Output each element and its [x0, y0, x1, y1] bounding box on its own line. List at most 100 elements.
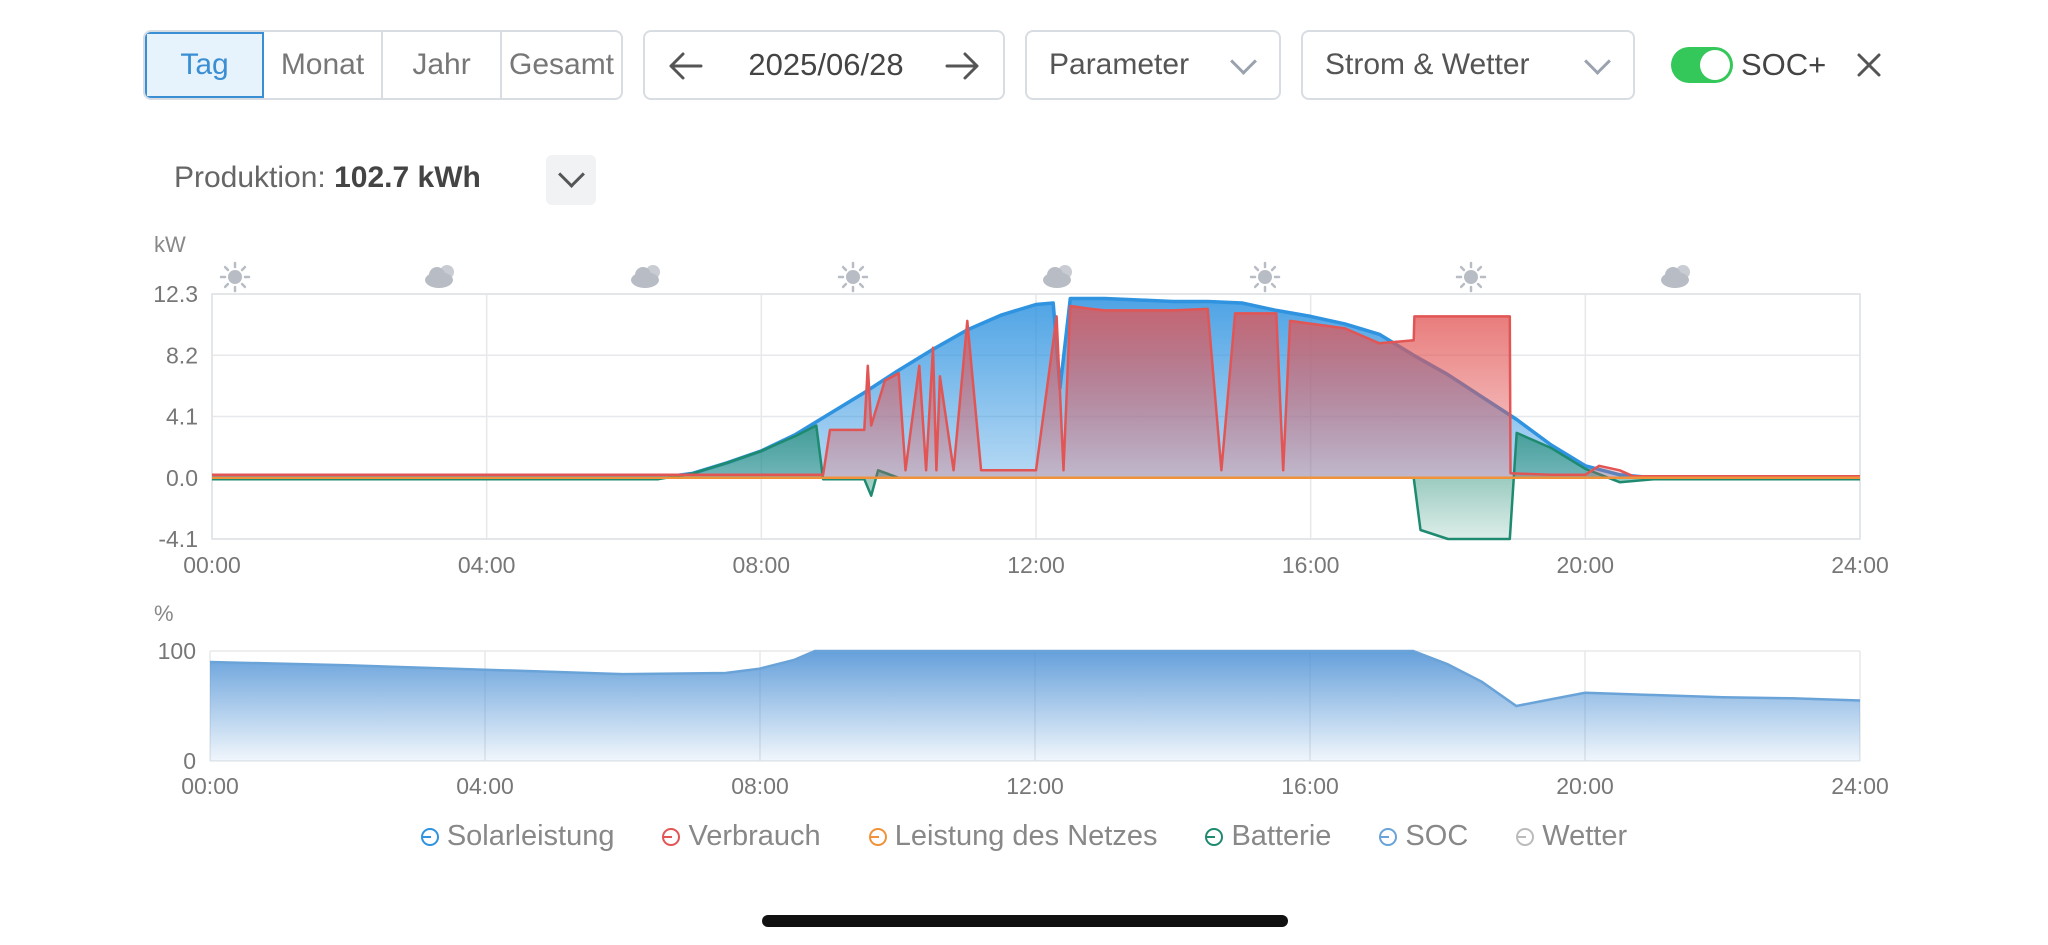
legend-marker-icon [868, 827, 887, 846]
x-tick-label: 20:00 [1556, 773, 1614, 799]
y-tick-label: 4.1 [166, 404, 198, 430]
cloud-shape [429, 267, 445, 283]
legend-label: Wetter [1542, 820, 1628, 852]
sun-core [1464, 270, 1478, 284]
sun-ray [223, 265, 230, 272]
sun-ray [1476, 282, 1483, 289]
chart-legend: Solarleistung Verbrauch Leistung des Net… [0, 820, 2048, 853]
y-tick-label: 100 [158, 638, 196, 664]
legend-item-battery[interactable]: Batterie [1205, 820, 1331, 853]
parameter-select-value: Parameter [1049, 48, 1190, 81]
sun-ray [1459, 282, 1466, 289]
production-expand-button[interactable] [546, 155, 596, 205]
view-select-value: Strom & Wetter [1325, 48, 1530, 81]
x-tick-label: 00:00 [181, 773, 239, 799]
cloud-shape [1047, 267, 1063, 283]
production-summary: Produktion: 102.7 kWh [174, 161, 481, 195]
y-unit-label: % [154, 601, 174, 626]
sun-ray [1459, 265, 1466, 272]
y-tick-label: -4.1 [158, 526, 198, 552]
soc-toggle[interactable] [1671, 47, 1733, 83]
parameter-select[interactable]: Parameter [1025, 30, 1281, 100]
period-selector: Tag Monat Jahr Gesamt [143, 30, 623, 100]
sun-core [228, 270, 242, 284]
x-tick-label: 08:00 [733, 552, 791, 578]
soc-toggle-label: SOC+ [1741, 47, 1827, 82]
sun-ray [858, 265, 865, 272]
sun-ray [1476, 265, 1483, 272]
sun-ray [240, 265, 247, 272]
x-tick-label: 16:00 [1282, 552, 1340, 578]
period-tab-month[interactable]: Monat [264, 32, 384, 98]
x-tick-label: 04:00 [458, 552, 516, 578]
period-tab-total[interactable]: Gesamt [508, 48, 615, 81]
cloud-sun-icon [1043, 265, 1072, 288]
sun-ray [1253, 282, 1260, 289]
consumption-series-line [212, 304, 1860, 478]
cloud-shape [1665, 267, 1681, 283]
legend-marker-icon [1205, 827, 1224, 846]
power-chart: kW 12.3 8.2 4.1 0.0 -4.100:00 04:00 08:00 12:00 1… [153, 232, 1889, 578]
sun-core [846, 270, 860, 284]
toggle-knob [1700, 50, 1730, 80]
legend-marker-icon [1379, 827, 1398, 846]
solar-series-area [212, 298, 1860, 478]
legend-marker-icon [662, 827, 681, 846]
sun-ray [1270, 265, 1277, 272]
charts-canvas: kW 12.3 8.2 4.1 0.0 -4.1 00:00 04:00 08:00 12:00 1… [153, 232, 1889, 799]
sun-ray [1270, 282, 1277, 289]
legend-item-weather[interactable]: Wetter [1516, 820, 1627, 853]
legend-label: Verbrauch [688, 820, 821, 852]
consumption-series-area [212, 306, 1860, 478]
period-tab-day[interactable]: Tag [145, 32, 265, 98]
soc-chart: % 100 000:00 04:00 08:00 12:00 16:00 20:00 24:00 [154, 601, 1889, 799]
sun-icon [1249, 261, 1281, 293]
soc-series-area [210, 651, 1860, 761]
y-tick-label: 12.3 [153, 281, 198, 307]
legend-marker-icon [420, 827, 439, 846]
arrow-right-icon[interactable] [945, 51, 981, 81]
sun-ray [841, 265, 848, 272]
sun-icon [219, 261, 251, 293]
y-unit-label: kW [154, 232, 186, 257]
legend-item-soc[interactable]: SOC [1379, 820, 1468, 853]
production-value: 102.7 kWh [334, 161, 481, 194]
sun-ray [1253, 265, 1260, 272]
arrow-left-icon[interactable] [667, 51, 703, 81]
y-tick-label: 0.0 [166, 465, 198, 491]
legend-item-grid[interactable]: Leistung des Netzes [868, 820, 1158, 853]
sun-icon [1455, 261, 1487, 293]
legend-label: SOC [1405, 820, 1469, 852]
legend-label: Solarleistung [446, 820, 615, 852]
sun-ray [240, 282, 247, 289]
x-tick-label: 12:00 [1006, 773, 1064, 799]
cloud-sun-icon [425, 265, 454, 288]
legend-item-solar[interactable]: Solarleistung [420, 820, 615, 853]
period-tab-year[interactable]: Jahr [383, 32, 503, 98]
x-tick-label: 04:00 [456, 773, 514, 799]
x-tick-label: 24:00 [1831, 552, 1889, 578]
date-navigator: 2025/06/28 [643, 30, 1005, 100]
production-label: Produktion: [174, 161, 326, 194]
legend-item-consumption[interactable]: Verbrauch [662, 820, 821, 853]
y-tick-label: 0 [183, 748, 196, 774]
sun-icon [837, 261, 869, 293]
sun-ray [223, 282, 230, 289]
x-tick-label: 12:00 [1007, 552, 1065, 578]
view-select[interactable]: Strom & Wetter [1301, 30, 1635, 100]
x-tick-label: 16:00 [1281, 773, 1339, 799]
battery-series-area [212, 425, 1860, 539]
home-indicator [762, 915, 1288, 927]
y-tick-label: 8.2 [166, 342, 198, 368]
cloud-sun-icon [631, 265, 660, 288]
legend-label: Leistung des Netzes [894, 820, 1158, 852]
current-date[interactable]: 2025/06/28 [748, 47, 904, 82]
legend-label: Batterie [1231, 820, 1332, 852]
x-tick-label: 20:00 [1557, 552, 1615, 578]
soc-series-line [209, 649, 1861, 708]
cloud-shape [635, 267, 651, 283]
sun-core [1258, 270, 1272, 284]
sun-ray [858, 282, 865, 289]
close-icon[interactable] [1856, 52, 1882, 78]
legend-marker-icon [1516, 827, 1535, 846]
